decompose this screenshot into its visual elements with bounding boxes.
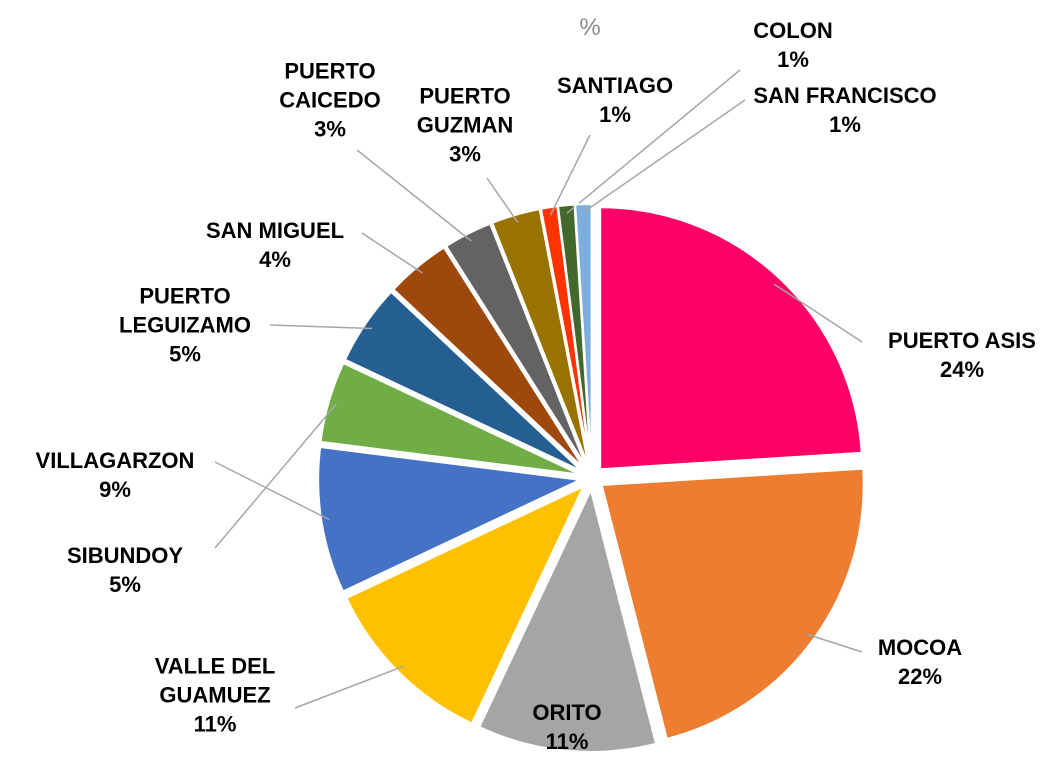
data-label: SAN MIGUEL 4% xyxy=(185,216,365,274)
data-label: MOCOA 22% xyxy=(860,633,980,691)
data-label: COLON 1% xyxy=(733,16,853,74)
value-label: 1% xyxy=(599,102,631,127)
leader-line xyxy=(214,403,338,549)
value-label: 24% xyxy=(939,357,985,382)
pie-slice xyxy=(574,203,593,467)
category-label: ORITO xyxy=(532,700,602,725)
data-label: PUERTO LEGUIZAMO 5% xyxy=(95,282,275,369)
category-label: SIBUNDOY xyxy=(66,543,184,568)
category-label: PUERTO ASIS xyxy=(888,328,1036,353)
value-label: 11% xyxy=(545,729,589,754)
data-label: VALLE DEL GUAMUEZ 11% xyxy=(130,652,300,739)
data-label: SANTIAGO 1% xyxy=(545,71,685,129)
data-label: SAN FRANCISCO 1% xyxy=(725,81,965,139)
category-label: MOCOA xyxy=(877,635,963,660)
category-label: VALLE DEL GUAMUEZ xyxy=(154,653,276,708)
pie-slice xyxy=(391,246,586,470)
leader-line xyxy=(806,633,863,653)
data-label: SIBUNDOY 5% xyxy=(50,541,200,599)
category-label: VILLAGARZON xyxy=(35,448,195,473)
leader-line xyxy=(773,283,863,343)
leader-line xyxy=(549,134,591,216)
pie-slice xyxy=(599,206,863,471)
data-label: PUERTO CAICEDO 3% xyxy=(265,57,395,144)
value-label: 1% xyxy=(829,112,861,137)
value-label: 5% xyxy=(169,341,201,367)
leader-line xyxy=(214,461,330,521)
category-label: PUERTO CAICEDO xyxy=(279,58,381,113)
data-label: PUERTO GUZMAN 3% xyxy=(400,82,530,169)
pie-slice xyxy=(317,445,584,593)
value-label: 22% xyxy=(897,664,943,689)
value-label: 4% xyxy=(259,247,291,272)
leader-line xyxy=(486,177,519,223)
value-label: 3% xyxy=(449,141,481,167)
pie-slice xyxy=(490,207,590,467)
value-label: 1% xyxy=(777,47,809,72)
category-label: SAN FRANCISCO xyxy=(753,83,937,108)
leader-line xyxy=(294,665,405,709)
pie-slice xyxy=(345,484,586,725)
pie-slice xyxy=(319,361,581,476)
pie-slice xyxy=(477,487,658,753)
value-label: 5% xyxy=(109,572,141,597)
category-label: PUERTO GUZMAN xyxy=(416,83,514,138)
pie-slice xyxy=(600,467,865,741)
value-label: 3% xyxy=(314,116,346,142)
leader-line xyxy=(583,99,746,213)
category-label: PUERTO LEGUIZAMO xyxy=(119,283,251,338)
category-label: SAN MIGUEL xyxy=(205,218,345,243)
chart-title: % xyxy=(579,14,601,41)
leader-line xyxy=(361,232,423,274)
pie-slice xyxy=(343,290,583,473)
value-label: 9% xyxy=(99,477,131,502)
leader-line xyxy=(356,149,472,242)
data-label: ORITO 11% xyxy=(507,698,627,756)
leader-line xyxy=(269,324,373,330)
leader-line xyxy=(566,69,741,214)
category-label: COLON xyxy=(753,18,833,43)
data-label: PUERTO ASIS 24% xyxy=(862,326,1051,384)
value-label: 11% xyxy=(193,711,237,737)
data-label: VILLAGARZON 9% xyxy=(15,446,215,504)
category-label: SANTIAGO xyxy=(556,73,674,98)
pie-slice xyxy=(444,222,588,468)
